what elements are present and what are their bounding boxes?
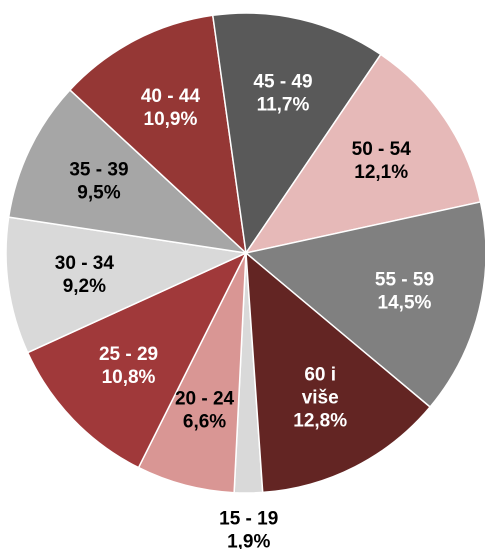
pie-slice [211,12,382,256]
category-label: 50 - 54 [352,139,412,160]
value-label: 14,5% [378,292,432,313]
value-label: 12,1% [354,162,408,183]
value-label: 11,7% [257,95,310,116]
value-label: 10,8% [102,367,156,388]
pie-slice [5,216,249,354]
value-label: 1,9% [227,532,270,549]
category-label: 30 - 34 [55,253,115,274]
pie-slice [245,251,432,494]
value-label: 6,6% [183,411,226,432]
pie-slice [244,201,485,409]
category-label: 25 - 29 [99,344,158,365]
pie-slice [68,14,248,255]
category-label: 35 - 39 [69,160,128,181]
category-label: 55 - 59 [375,269,434,290]
category-label: 40 - 44 [141,86,201,107]
value-label: 9,2% [63,276,106,297]
category-label: 15 - 19 [219,509,278,530]
pie-slice [26,251,248,469]
value-label: 12,8% [293,410,347,431]
pie-slice [244,53,482,255]
category-label: 60 i više [302,364,339,408]
category-label: 20 - 24 [175,388,235,409]
category-label: 45 - 49 [253,72,312,93]
value-label: 10,9% [144,109,198,130]
pie-slice [7,88,249,255]
value-label: 9,5% [77,183,120,204]
